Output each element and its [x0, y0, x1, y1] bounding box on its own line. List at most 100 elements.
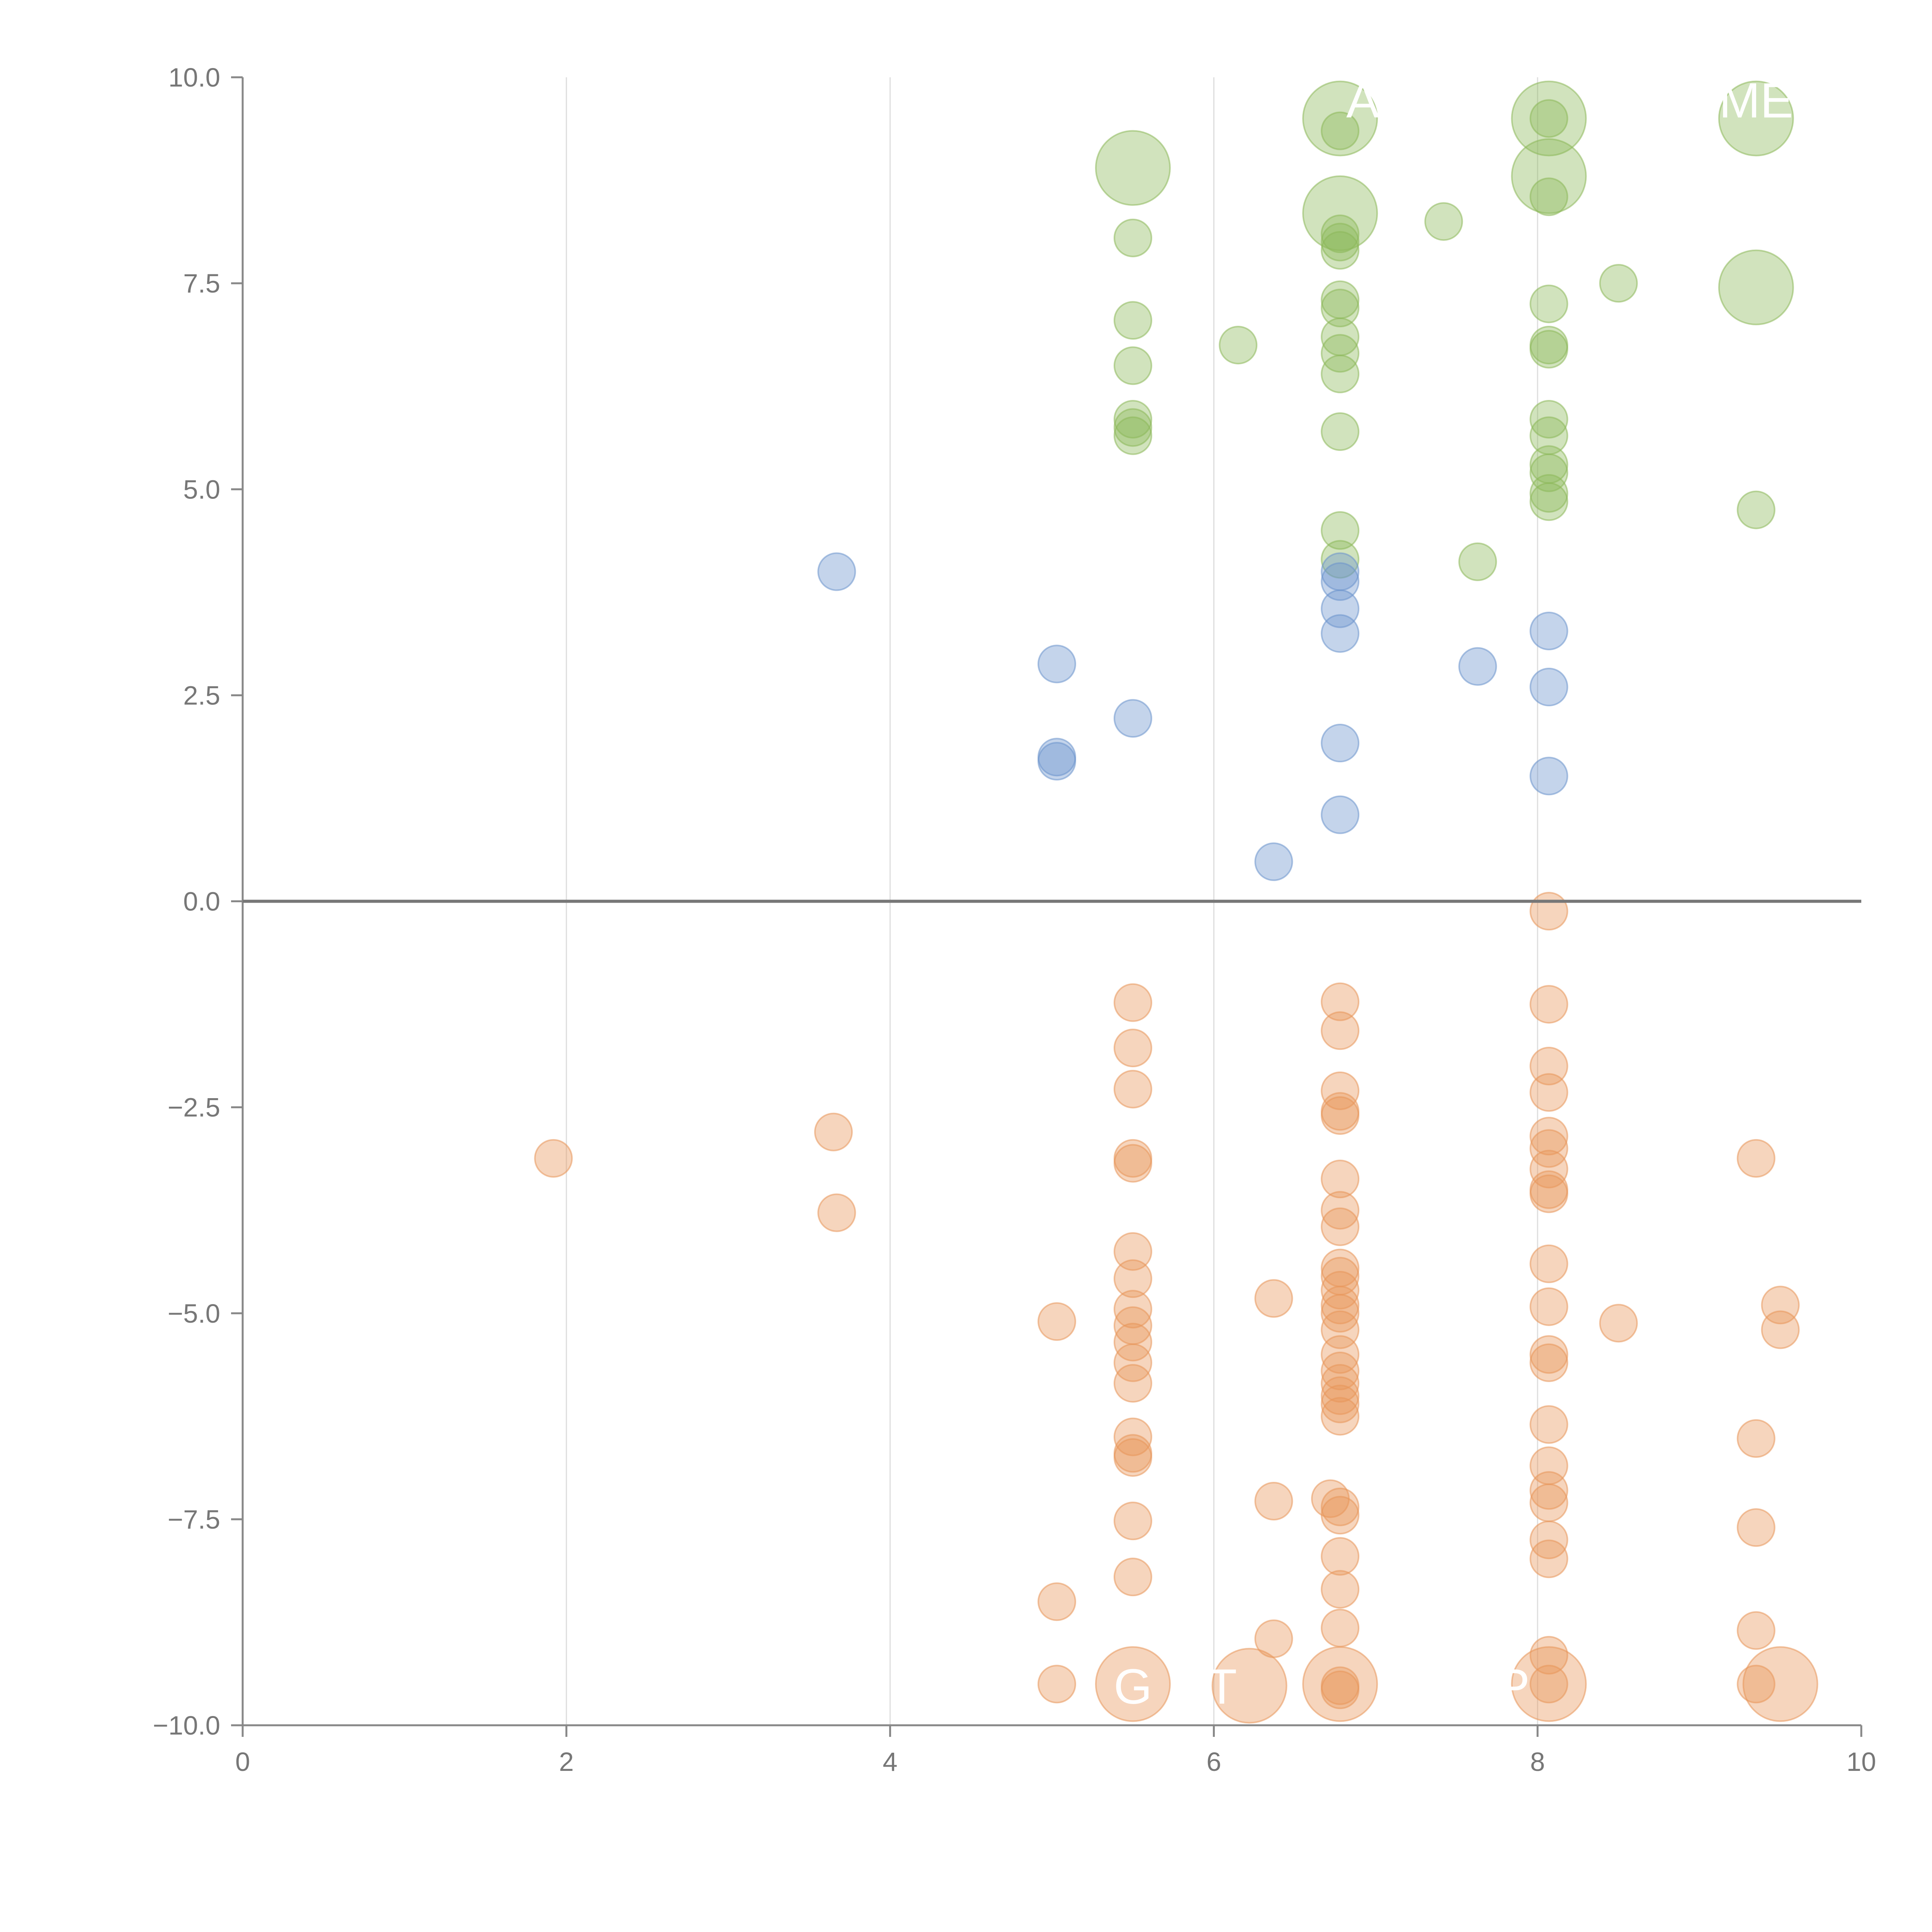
point-orange-45 — [1321, 1364, 1360, 1403]
point-green-13 — [1321, 231, 1360, 270]
point-orange-86 — [1761, 1310, 1800, 1349]
point-blue-7 — [1321, 562, 1360, 601]
point-blue-11 — [1321, 795, 1360, 834]
axes: 0 2 4 6 8 10 10.0 7.5 5.0 2.5 0.0 −2.5 −5.0 −7.5 −10.0 — [153, 63, 1876, 1777]
point-orange-52 — [1321, 1570, 1360, 1609]
data-points — [534, 80, 1818, 1724]
point-green-2 — [1113, 301, 1152, 340]
point-orange-70 — [1529, 1405, 1568, 1444]
point-orange-20 — [1113, 1438, 1152, 1477]
point-orange-46 — [1321, 1376, 1360, 1415]
point-orange-26 — [1254, 1481, 1293, 1520]
point-green-17 — [1321, 334, 1360, 373]
point-green-4 — [1113, 400, 1152, 439]
point-blue-9 — [1321, 614, 1360, 653]
point-orange-29 — [1321, 982, 1360, 1021]
point-blue-3 — [1037, 742, 1077, 781]
annotation-label: G — [1114, 1659, 1152, 1714]
y-tick-label: 7.5 — [183, 269, 220, 298]
point-orange-21 — [1113, 1502, 1152, 1541]
point-orange-43 — [1321, 1335, 1360, 1374]
point-orange-3 — [1037, 1302, 1077, 1341]
point-orange-16 — [1113, 1343, 1152, 1382]
point-green-27 — [1529, 177, 1568, 216]
point-orange-75 — [1529, 1539, 1568, 1578]
point-blue-13 — [1529, 612, 1568, 651]
point-blue-10 — [1321, 724, 1360, 763]
point-orange-24 — [1211, 1648, 1287, 1724]
point-orange-54 — [1302, 1646, 1378, 1722]
point-orange-87 — [1742, 1646, 1818, 1722]
point-orange-61 — [1529, 1117, 1568, 1156]
point-orange-81 — [1736, 1419, 1776, 1458]
point-orange-80 — [1736, 1139, 1776, 1178]
point-blue-15 — [1529, 757, 1568, 796]
point-orange-39 — [1321, 1271, 1360, 1310]
point-green-24 — [1511, 80, 1587, 156]
point-blue-1 — [1037, 645, 1077, 684]
annotation-label: ME — [1719, 73, 1793, 128]
y-tick-label: −7.5 — [168, 1505, 220, 1534]
annotation-label: T — [1207, 1659, 1237, 1714]
annotation-label: A — [1346, 73, 1379, 128]
point-green-30 — [1529, 330, 1568, 369]
point-green-23 — [1458, 542, 1497, 581]
point-orange-53 — [1321, 1609, 1360, 1648]
point-green-19 — [1321, 412, 1360, 451]
annotation-label: P — [1497, 1659, 1530, 1714]
point-orange-72 — [1529, 1471, 1568, 1510]
point-blue-14 — [1529, 668, 1568, 707]
point-orange-48 — [1321, 1397, 1360, 1436]
point-orange-10 — [1113, 1144, 1152, 1183]
point-orange-18 — [1113, 1417, 1152, 1456]
point-green-21 — [1321, 540, 1360, 579]
point-orange-49 — [1321, 1487, 1360, 1526]
point-orange-69 — [1529, 1343, 1568, 1382]
point-green-6 — [1113, 416, 1152, 455]
point-green-36 — [1529, 482, 1568, 521]
point-orange-23 — [1095, 1646, 1171, 1722]
point-orange-12 — [1113, 1259, 1152, 1298]
point-orange-2 — [817, 1193, 856, 1232]
point-orange-1 — [814, 1112, 853, 1151]
point-annotations: A ME G T P — [1114, 73, 1793, 1714]
point-orange-34 — [1321, 1160, 1360, 1199]
point-orange-25 — [1254, 1279, 1293, 1318]
point-orange-4 — [1037, 1582, 1077, 1621]
point-green-9 — [1321, 111, 1360, 150]
point-orange-56 — [1321, 1670, 1360, 1709]
point-orange-84 — [1736, 1665, 1776, 1704]
point-green-20 — [1321, 511, 1360, 550]
point-orange-8 — [1113, 1070, 1152, 1109]
point-orange-60 — [1529, 1073, 1568, 1112]
point-orange-15 — [1113, 1323, 1152, 1362]
point-green-22 — [1424, 202, 1463, 241]
point-orange-27 — [1254, 1619, 1293, 1658]
y-tick-label: 0.0 — [183, 887, 220, 917]
x-tick-label: 2 — [559, 1747, 574, 1777]
point-green-12 — [1321, 223, 1360, 262]
point-orange-78 — [1529, 1665, 1568, 1704]
point-orange-65 — [1529, 1174, 1568, 1213]
point-green-31 — [1529, 400, 1568, 439]
point-orange-73 — [1529, 1483, 1568, 1522]
point-orange-59 — [1529, 1047, 1568, 1085]
y-tick-label: 2.5 — [183, 680, 220, 710]
point-green-28 — [1529, 284, 1568, 323]
point-orange-76 — [1529, 1636, 1568, 1675]
point-green-7 — [1219, 326, 1258, 365]
point-green-8 — [1302, 80, 1378, 156]
point-orange-77 — [1511, 1646, 1587, 1722]
point-orange-83 — [1736, 1611, 1776, 1650]
y-tick-label: −2.5 — [168, 1093, 220, 1122]
point-green-0 — [1095, 130, 1171, 206]
x-tick-label: 4 — [883, 1747, 897, 1777]
y-tick-label: 5.0 — [183, 474, 220, 504]
point-orange-50 — [1321, 1496, 1360, 1535]
point-orange-41 — [1321, 1294, 1360, 1333]
point-green-3 — [1113, 346, 1152, 385]
point-blue-12 — [1458, 647, 1497, 686]
point-orange-13 — [1113, 1290, 1152, 1329]
point-green-11 — [1321, 214, 1360, 253]
point-green-39 — [1718, 249, 1794, 325]
